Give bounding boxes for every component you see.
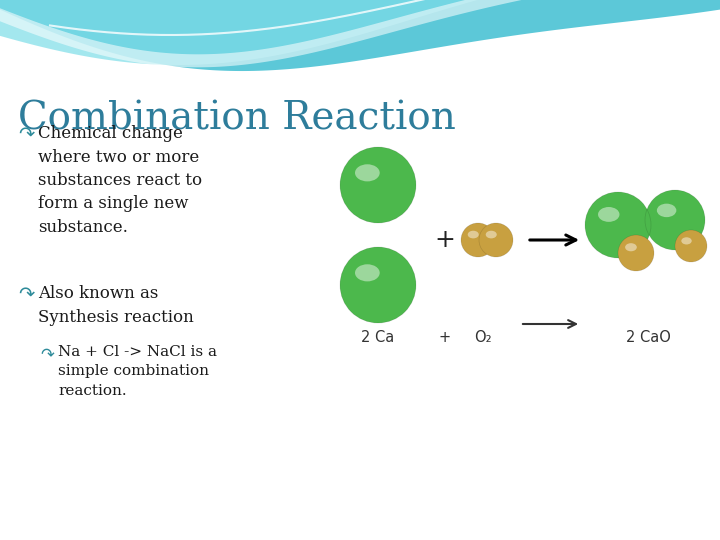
Text: +: + xyxy=(439,330,451,345)
Text: 2 CaO: 2 CaO xyxy=(626,330,670,345)
Ellipse shape xyxy=(675,230,707,262)
Ellipse shape xyxy=(657,204,676,217)
Ellipse shape xyxy=(340,147,416,223)
Text: Combination Reaction: Combination Reaction xyxy=(18,100,456,137)
Text: O₂: O₂ xyxy=(474,330,492,345)
Text: ↷: ↷ xyxy=(18,285,35,304)
Ellipse shape xyxy=(468,231,479,238)
Text: +: + xyxy=(435,228,456,252)
Text: ↷: ↷ xyxy=(18,125,35,144)
Ellipse shape xyxy=(355,164,379,181)
Ellipse shape xyxy=(618,235,654,271)
Ellipse shape xyxy=(681,237,692,245)
Ellipse shape xyxy=(340,247,416,323)
Ellipse shape xyxy=(461,223,495,257)
Ellipse shape xyxy=(355,264,379,281)
Ellipse shape xyxy=(479,223,513,257)
Text: Chemical change
where two or more
substances react to
form a single new
substanc: Chemical change where two or more substa… xyxy=(38,125,202,236)
Polygon shape xyxy=(0,0,720,71)
Ellipse shape xyxy=(598,207,619,222)
Ellipse shape xyxy=(585,192,651,258)
Text: Also known as
Synthesis reaction: Also known as Synthesis reaction xyxy=(38,285,194,326)
Polygon shape xyxy=(0,0,580,68)
Text: ↷: ↷ xyxy=(40,345,54,363)
Polygon shape xyxy=(0,0,720,65)
Text: Na + Cl -> NaCl is a
simple combination
reaction.: Na + Cl -> NaCl is a simple combination … xyxy=(58,345,217,398)
Ellipse shape xyxy=(486,231,497,238)
Ellipse shape xyxy=(645,190,705,250)
Ellipse shape xyxy=(625,243,636,251)
Text: 2 Ca: 2 Ca xyxy=(361,330,395,345)
